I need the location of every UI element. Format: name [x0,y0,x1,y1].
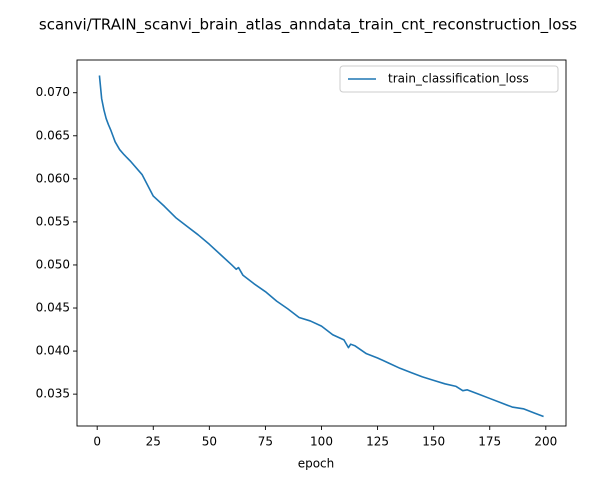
x-tick-label: 0 [93,435,101,449]
y-tick-label: 0.065 [36,128,70,142]
x-axis: 0 25 50 75 100 125 150 175 200 [93,426,557,449]
y-tick-label: 0.040 [36,344,70,358]
y-axis: 0.035 0.040 0.045 0.050 0.055 0.060 0.065 0.070 [36,85,77,401]
y-tick-label: 0.060 [36,171,70,185]
legend-label: train_classification_loss [388,72,529,86]
series-line-0 [98,75,544,418]
legend: train_classification_loss [339,65,559,93]
x-tick-label: 200 [534,435,557,449]
y-tick-label: 0.045 [36,301,70,315]
x-tick-label: 75 [258,435,273,449]
x-tick-label: 125 [366,435,389,449]
y-tick-label: 0.070 [36,85,70,99]
x-tick-label: 150 [422,435,445,449]
y-tick-label: 0.035 [36,387,70,401]
y-tick-label: 0.055 [36,214,70,228]
x-tick-label: 50 [202,435,217,449]
x-tick-label: 25 [146,435,161,449]
legend-box [339,65,559,93]
x-axis-label: epoch [298,457,335,471]
y-tick-label: 0.050 [36,257,70,271]
chart-title: scanvi/TRAIN_scanvi_brain_atlas_anndata_… [39,16,577,35]
x-tick-label: 175 [478,435,501,449]
x-tick-label: 100 [310,435,333,449]
